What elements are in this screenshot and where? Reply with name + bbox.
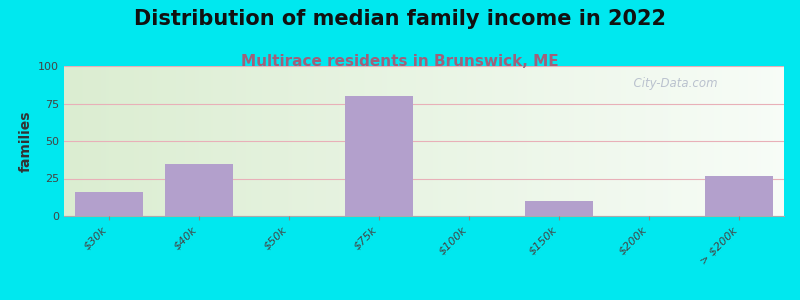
Bar <box>75 192 142 216</box>
Bar <box>526 201 593 216</box>
Bar <box>346 96 413 216</box>
Bar <box>166 164 233 216</box>
Text: Distribution of median family income in 2022: Distribution of median family income in … <box>134 9 666 29</box>
Y-axis label: families: families <box>18 110 33 172</box>
Bar <box>706 176 773 216</box>
Text: City-Data.com: City-Data.com <box>626 76 718 89</box>
Text: Multirace residents in Brunswick, ME: Multirace residents in Brunswick, ME <box>241 54 559 69</box>
